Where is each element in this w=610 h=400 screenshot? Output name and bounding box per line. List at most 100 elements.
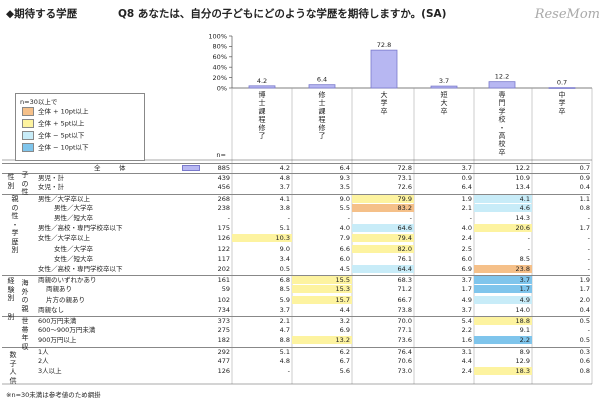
row-label: 両親あり (46, 285, 72, 294)
table-row: 1人 292 5.1 6.2 76.4 3.1 8.9 0.3 (2, 346, 590, 356)
bar (548, 87, 576, 89)
row-n: 275 (217, 326, 230, 335)
bar (308, 84, 336, 89)
data-cell: 1.7 (461, 285, 472, 294)
bar-value-label: 4.2 (257, 77, 267, 85)
data-cell: 0.8 (579, 367, 590, 375)
data-cell: 77.1 (397, 326, 412, 335)
data-cell: 7.9 (339, 234, 350, 243)
group-label-char: ・ (11, 220, 19, 229)
data-cell: - (287, 214, 290, 222)
table-row: 男性／高校・専門学校卒以下 175 5.1 4.0 64.6 4.0 20.6 1.7 (2, 224, 590, 233)
table-row: 全 体 885 4.2 6.4 72.8 3.7 12.2 0.7 (2, 163, 590, 172)
category-label-char: ・ (499, 124, 506, 132)
bar-value-label: 12.2 (495, 73, 509, 81)
data-cell: 2.2 (461, 326, 472, 335)
table-row: 2人 477 4.8 6.7 70.6 4.4 12.9 0.6 (2, 357, 590, 365)
legend: n=30以上で 全体 + 10pt以上 全体 + 5pt以上 全体 − 5pt以… (15, 93, 145, 161)
data-cell: 73.8 (397, 305, 412, 314)
group-label-char: 験 (7, 285, 15, 294)
group-label-char: 収 (21, 342, 29, 351)
category-label-char: 修 (259, 123, 266, 132)
y-tick-label: 80% (213, 43, 227, 51)
data-cell: - (587, 326, 590, 335)
data-cell: 4.4 (339, 305, 350, 314)
data-cell: - (409, 214, 412, 222)
data-cell: 18.8 (474, 317, 532, 325)
data-cell: - (587, 234, 590, 243)
row-label: 600万円未満 (38, 317, 77, 325)
data-cell: 1.6 (461, 336, 472, 345)
data-cell: 3.7 (279, 305, 290, 314)
data-cell: 4.5 (339, 265, 350, 273)
table-row: 男性／大学卒以上 268 4.1 9.0 79.9 1.9 4.1 1.1 (2, 193, 590, 203)
row-label: 全 体 (94, 164, 132, 172)
legend-item-label: 全体 − 5pt以下 (38, 131, 85, 140)
row-label: 両親のいずれかあり (38, 276, 97, 285)
table-row: 3人以上 126 - 5.6 73.0 2.4 18.3 0.8 (2, 367, 590, 375)
group-label-char: 年 (21, 334, 29, 342)
group-label-char: 性 (11, 212, 19, 220)
table-row: 男性／大学卒 238 3.8 5.5 83.2 2.1 4.6 0.8 (2, 203, 590, 212)
data-cell: 2.4 (461, 234, 472, 243)
data-cell: 3.2 (339, 317, 350, 325)
row-n: 59 (221, 285, 230, 294)
data-cell: 12.2 (515, 164, 530, 172)
data-cell: 6.9 (339, 326, 350, 335)
data-cell: 70.6 (397, 356, 412, 365)
data-cell: 0.7 (579, 164, 590, 172)
bar (248, 85, 276, 89)
table-row: 女児・計 456 3.7 3.5 72.6 6.4 13.4 0.4 (2, 183, 590, 191)
table-row: 女性／大学卒以上 126 10.3 7.9 79.4 2.4 - - (2, 234, 590, 243)
data-cell: 14.0 (515, 305, 530, 314)
data-cell: 8.5 (279, 285, 290, 294)
data-cell: 79.9 (352, 194, 414, 203)
data-cell: 2.0 (579, 295, 590, 304)
data-cell: - (527, 244, 530, 253)
data-cell: 0.5 (279, 265, 290, 273)
data-cell: 12.9 (515, 356, 530, 365)
group-label-char: 性 (7, 173, 15, 181)
row-label: 女児・計 (38, 183, 64, 192)
row-n: 292 (217, 347, 230, 356)
table-row: 両親のいずれかあり 161 6.8 15.5 68.3 3.7 3.7 1.9 (2, 275, 590, 285)
data-cell: 4.9 (474, 295, 532, 304)
group-label-char: 子 (21, 171, 29, 179)
data-cell: 4.0 (339, 224, 350, 233)
category-label-char: 校 (499, 139, 506, 148)
row-n: 439 (217, 174, 230, 183)
data-cell: - (587, 244, 590, 253)
data-cell: 9.0 (339, 194, 350, 203)
category-label-char: 学 (499, 106, 506, 115)
category-label-char: 修 (319, 123, 326, 132)
data-cell: 20.6 (474, 224, 532, 233)
y-tick-label: 100% (208, 32, 227, 40)
group-label-char: 別 (7, 294, 15, 302)
legend-swatch (22, 107, 34, 116)
category-label-char: 校 (499, 115, 506, 124)
data-cell: 8.5 (519, 254, 530, 263)
group-label-char: 帯 (21, 325, 29, 334)
data-cell: 0.3 (579, 347, 590, 356)
data-cell: 13.2 (292, 336, 352, 345)
data-cell: 8.8 (279, 336, 290, 345)
row-label: 2人 (38, 356, 49, 365)
y-tick-label: 40% (213, 64, 227, 72)
legend-header: n=30以上で (20, 98, 58, 106)
data-cell: 1.7 (579, 224, 590, 233)
bar (370, 49, 398, 89)
bar (488, 81, 516, 89)
group-label-char: 親 (21, 304, 29, 313)
row-n: 477 (217, 356, 230, 365)
data-cell: 0.5 (579, 336, 590, 345)
data-cell: 72.6 (397, 183, 412, 192)
row-n: 268 (217, 194, 230, 203)
row-n: 102 (217, 295, 230, 304)
category-label-char: 博 (259, 90, 266, 99)
data-cell: 4.7 (279, 326, 290, 335)
group-label-char: の (21, 296, 29, 304)
data-cell: 1.7 (579, 285, 590, 294)
data-cell: 2.1 (461, 203, 472, 212)
row-label: 男性／大学卒以上 (38, 194, 90, 203)
